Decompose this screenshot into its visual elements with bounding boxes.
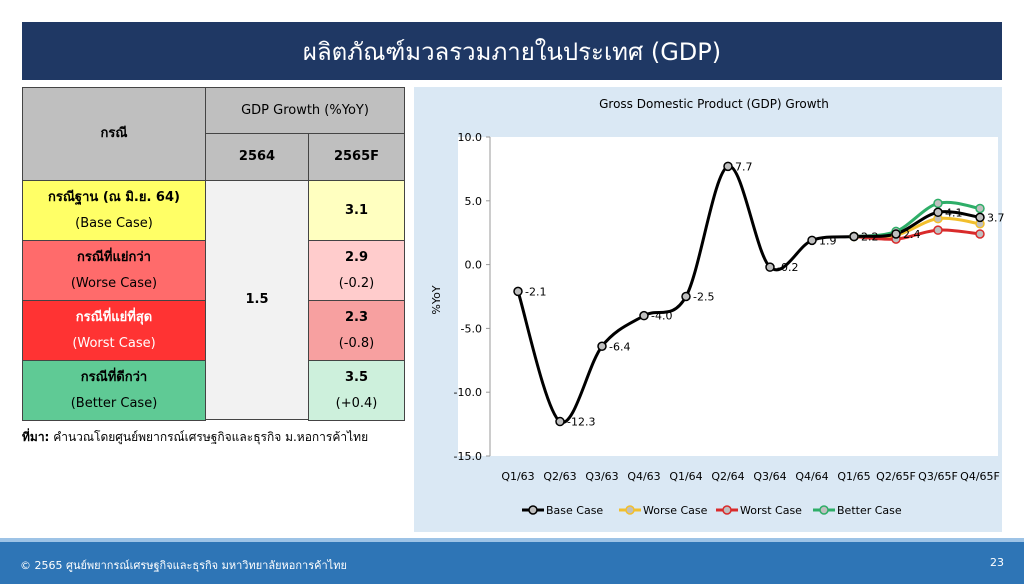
cell-text: 3.5 bbox=[344, 369, 369, 385]
x-tick-label: Q3/65F bbox=[918, 470, 958, 483]
cell-text: 2.9 bbox=[344, 249, 369, 265]
data-label: -4.0 bbox=[651, 310, 672, 323]
data-point bbox=[597, 341, 607, 352]
cell-text: (Worse Case) bbox=[70, 275, 158, 291]
data-label: -0.2 bbox=[777, 261, 798, 274]
x-tick-label: Q2/65F bbox=[876, 470, 916, 483]
cell-text: กรณีที่แย่ที่สุด bbox=[75, 309, 153, 325]
table-cell: 3.5 (+0.4) bbox=[308, 360, 405, 421]
cell-text: (+0.4) bbox=[335, 395, 378, 411]
legend-label: Worse Case bbox=[643, 504, 708, 517]
data-label: -2.1 bbox=[525, 285, 546, 298]
legend-label: Better Case bbox=[837, 504, 902, 517]
x-tick-label: Q4/65F bbox=[960, 470, 1000, 483]
chart-title: Gross Domestic Product (GDP) Growth bbox=[599, 97, 829, 111]
x-tick-label: Q1/65 bbox=[837, 470, 870, 483]
data-point bbox=[639, 310, 649, 321]
x-tick-label: Q1/64 bbox=[669, 470, 702, 483]
series-line bbox=[853, 228, 981, 241]
data-point bbox=[975, 212, 985, 223]
data-label: 7.7 bbox=[735, 160, 753, 173]
cell-text: กรณีที่ดีกว่า bbox=[80, 369, 148, 385]
data-point bbox=[681, 291, 691, 302]
table-head: 2565F bbox=[308, 133, 405, 181]
cell-text: 2.3 bbox=[344, 309, 369, 325]
data-label: -2.5 bbox=[693, 291, 714, 304]
legend-label: Base Case bbox=[546, 504, 603, 517]
x-tick-label: Q1/63 bbox=[501, 470, 534, 483]
data-label: 2.2 bbox=[861, 231, 879, 244]
data-label: -12.3 bbox=[567, 416, 595, 429]
cell-text: 3.1 bbox=[344, 202, 369, 218]
data-point bbox=[933, 198, 943, 209]
cell-text: กรณีที่แย่กว่า bbox=[77, 249, 151, 265]
table-head: GDP Growth (%YoY) bbox=[205, 87, 405, 134]
data-point bbox=[933, 225, 943, 235]
x-tick-label: Q4/63 bbox=[627, 470, 660, 483]
legend-marker bbox=[528, 505, 538, 515]
data-label: 1.9 bbox=[819, 234, 837, 247]
legend-marker bbox=[625, 505, 635, 515]
data-label: 3.7 bbox=[987, 211, 1005, 224]
footer-stripe bbox=[0, 538, 1024, 542]
data-label: 2.4 bbox=[903, 228, 921, 241]
cell-text: (-0.8) bbox=[338, 335, 375, 351]
y-tick-label: -5.0 bbox=[461, 322, 482, 335]
cell-text: กรณีฐาน (ณ มิ.ย. 64) bbox=[48, 189, 180, 205]
data-point bbox=[723, 161, 733, 172]
y-tick-label: 5.0 bbox=[465, 195, 483, 208]
y-tick-label: 0.0 bbox=[465, 259, 483, 272]
header-title: ผลิตภัณฑ์มวลรวมภายในประเทศ (GDP) bbox=[22, 22, 1002, 80]
data-label: 4.1 bbox=[945, 206, 963, 219]
data-point bbox=[933, 207, 943, 218]
x-tick-label: Q3/64 bbox=[753, 470, 786, 483]
data-point bbox=[765, 262, 775, 272]
table-cell: 2.3 (-0.8) bbox=[308, 300, 405, 361]
y-tick-label: -15.0 bbox=[454, 450, 482, 463]
table-cell: กรณีที่ดีกว่า (Better Case) bbox=[22, 360, 206, 421]
data-point bbox=[975, 229, 985, 239]
cell-text: (Worst Case) bbox=[72, 335, 156, 351]
note-text: คำนวณโดยศูนย์พยากรณ์เศรษฐกิจและธุรกิจ ม.… bbox=[53, 430, 369, 444]
cell-text: (-0.2) bbox=[338, 275, 375, 291]
x-tick-label: Q2/64 bbox=[711, 470, 744, 483]
page-number: 23 bbox=[990, 556, 1004, 569]
footer-text: © 2565 ศูนย์พยากรณ์เศรษฐกิจและธุรกิจ มหา… bbox=[20, 559, 347, 572]
data-point bbox=[513, 286, 523, 297]
data-point bbox=[849, 231, 859, 242]
cell-text: (Base Case) bbox=[75, 215, 153, 231]
footer bbox=[0, 542, 1024, 584]
note-label: ที่มา: bbox=[22, 430, 50, 444]
x-tick-label: Q4/64 bbox=[795, 470, 828, 483]
data-point bbox=[975, 203, 985, 214]
table-cell: กรณีที่แย่กว่า (Worse Case) bbox=[22, 240, 206, 301]
table-cell: กรณีที่แย่ที่สุด (Worst Case) bbox=[22, 300, 206, 361]
x-tick-label: Q3/63 bbox=[585, 470, 618, 483]
legend-marker bbox=[722, 505, 732, 515]
y-tick-label: -10.0 bbox=[454, 386, 482, 399]
data-label: -6.4 bbox=[609, 340, 630, 353]
legend-marker bbox=[819, 505, 829, 515]
data-point bbox=[807, 235, 817, 246]
data-point bbox=[555, 416, 565, 427]
y-axis-label: %YoY bbox=[430, 285, 443, 314]
table-cell: กรณีฐาน (ณ มิ.ย. 64) (Base Case) bbox=[22, 180, 206, 241]
data-point bbox=[891, 229, 901, 239]
table-cell: 3.1 bbox=[308, 180, 405, 241]
table-cell: 2.9 (-0.2) bbox=[308, 240, 405, 301]
legend-label: Worst Case bbox=[740, 504, 802, 517]
table-note: ที่มา: คำนวณโดยศูนย์พยากรณ์เศรษฐกิจและธุ… bbox=[22, 428, 368, 447]
x-tick-label: Q2/63 bbox=[543, 470, 576, 483]
table-head: กรณี bbox=[22, 87, 206, 181]
cell-text: (Better Case) bbox=[70, 395, 158, 411]
y-tick-label: 10.0 bbox=[458, 131, 483, 144]
